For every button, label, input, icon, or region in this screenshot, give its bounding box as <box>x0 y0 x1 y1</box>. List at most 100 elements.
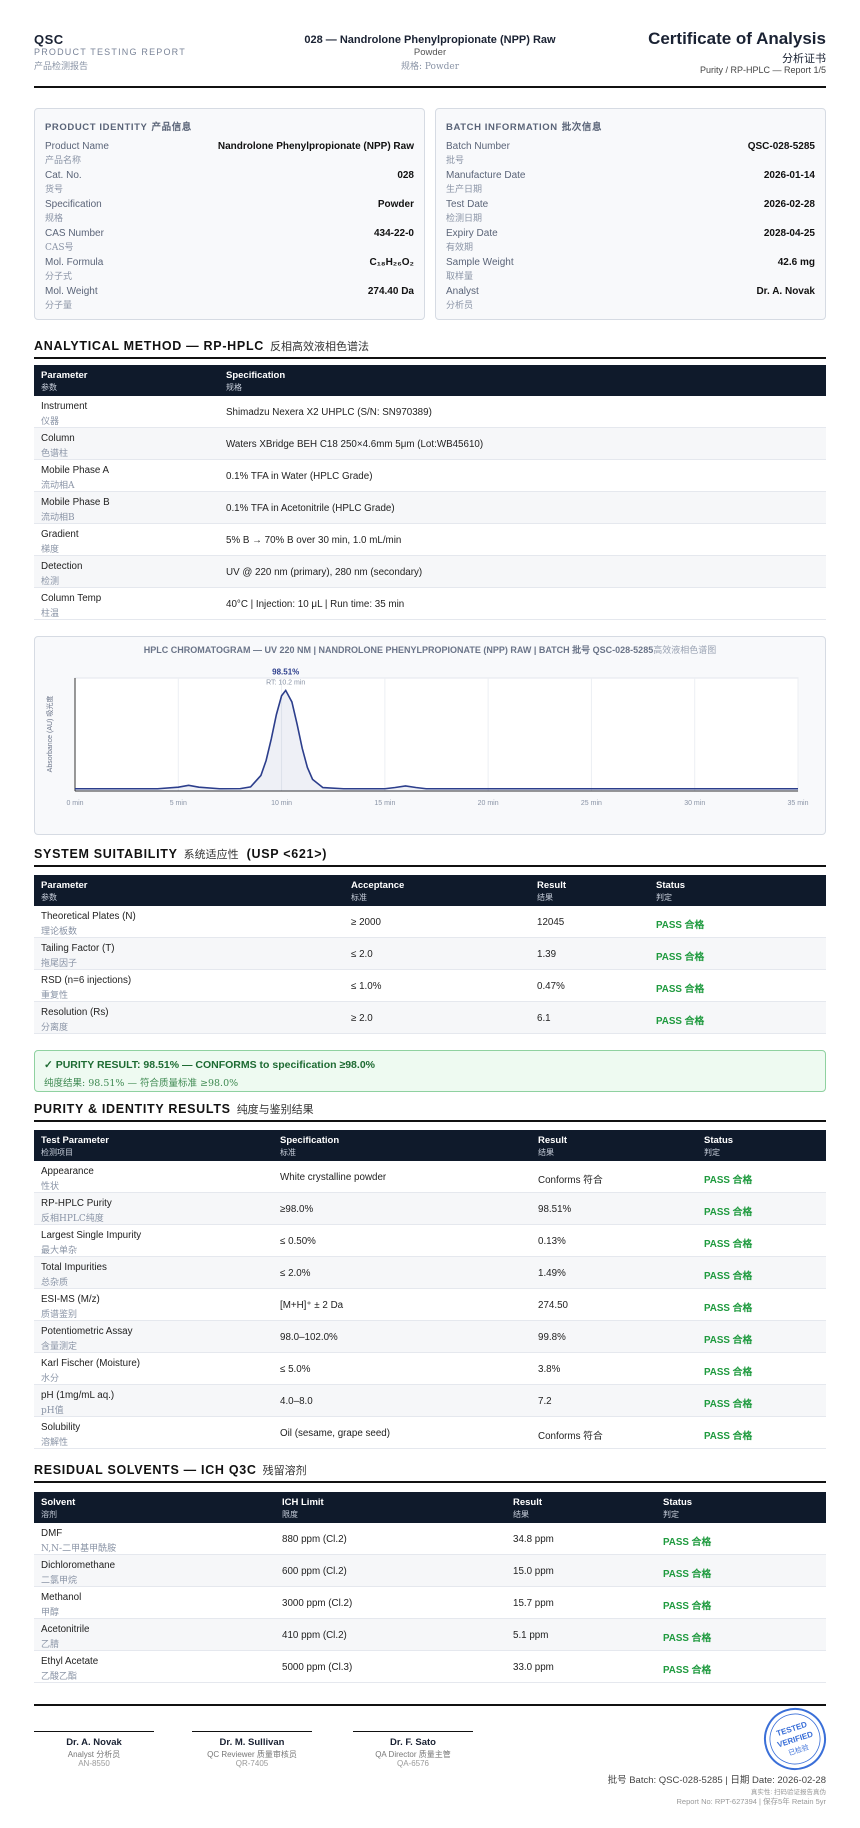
cell: Oil (sesame, grape seed) <box>280 1428 390 1439</box>
cell: 34.8 ppm <box>513 1534 554 1545</box>
footer-note: 真实性: 扫码验证报告真伪 <box>750 1789 826 1796</box>
cell: UV @ 220 nm (primary), 280 nm (secondary… <box>226 567 423 578</box>
table-row: Theoretical Plates (N) 理论板数 ≥ 2000 12045 PAS… <box>34 906 826 938</box>
cell: 6.1 <box>537 1013 551 1024</box>
row-label: Ethyl Acetate <box>41 1656 99 1667</box>
field-label-cn: 生产日期 <box>446 185 483 195</box>
table-row: RP-HPLC Purity 反相HPLC纯度 ≥98.0% 98.51% PASS 合… <box>34 1193 826 1225</box>
table-row: Column Temp 柱温 40°C | Injection: 10 μL | R… <box>34 588 826 620</box>
field-label: Cat. No. <box>45 170 82 181</box>
stamp: TESTED VERIFIED 已检验 <box>764 1708 826 1770</box>
cell: ≤ 2.0 <box>351 949 373 960</box>
field-label-cn: 取样量 <box>446 272 474 282</box>
signatory-role: QC Reviewer 质量审核员 <box>207 1750 297 1759</box>
column-header: ICH Limit <box>282 1497 324 1508</box>
row-label: Potentiometric Assay <box>41 1326 133 1337</box>
status: PASS 合格 <box>704 1399 753 1410</box>
status: PASS 合格 <box>656 1016 705 1027</box>
cell: Waters XBridge BEH C18 250×4.6mm 5μm (Lo… <box>226 439 484 450</box>
table-row: Total Impurities 总杂质 ≤ 2.0% 1.49% PASS 合格 <box>34 1257 826 1289</box>
footer-rule <box>34 1704 826 1706</box>
field-label-cn: CAS号 <box>45 243 74 253</box>
report-type: PRODUCT TESTING REPORT <box>34 47 186 57</box>
column-header-cn: 参数 <box>41 383 57 392</box>
cell: ≤ 0.50% <box>280 1236 316 1247</box>
plot-area <box>74 677 799 792</box>
field-label: Specification <box>45 199 102 210</box>
row-label: Detection <box>41 561 83 572</box>
table-row: Potentiometric Assay 含量测定 98.0–102.0% 99.8%… <box>34 1321 826 1353</box>
field-label-cn: 分子量 <box>45 301 73 311</box>
table-row: Gradient 梯度 5% B → 70% B over 30 min, 1.0 … <box>34 524 826 556</box>
section-title-cn: 反相高效液相色谱法 <box>270 340 370 353</box>
signatory-role: QA Director 质量主管 <box>375 1750 451 1759</box>
table-row: Mobile Phase A 流动相A 0.1% TFA in Water (HPL… <box>34 460 826 492</box>
cell: Shimadzu Nexera X2 UHPLC (S/N: SN970389) <box>226 407 432 418</box>
field-label: Expiry Date <box>446 228 498 239</box>
card-title-cn: 产品信息 <box>151 122 192 133</box>
field-value: 2026-02-28 <box>763 199 815 210</box>
table-row: Instrument 仪器 Shimadzu Nexera X2 UHPLC (S/… <box>34 396 826 428</box>
cell: 5% B → 70% B over 30 min, 1.0 mL/min <box>226 535 402 546</box>
section-note: (USP <621>) <box>246 847 328 861</box>
field-label-cn: 货号 <box>45 185 64 195</box>
cell: ≤ 1.0% <box>351 981 382 992</box>
card-title-cn: 批次信息 <box>561 122 603 133</box>
report-ref: Purity / RP-HPLC — Report 1/5 <box>699 65 826 75</box>
cell: Conforms 符合 <box>538 1175 603 1186</box>
column-header: Specification <box>226 370 286 381</box>
field-value: Powder <box>377 199 414 210</box>
row-label: Resolution (Rs) <box>41 1007 109 1018</box>
status: PASS 合格 <box>704 1303 753 1314</box>
column-header: Result <box>513 1497 543 1508</box>
table-row: Acetonitrile 乙腈 410 ppm (Cl.2) 5.1 ppm PASS … <box>34 1619 826 1651</box>
row-label: RSD (n=6 injections) <box>41 975 132 986</box>
row-label: Acetonitrile <box>41 1624 90 1635</box>
row-label: Largest Single Impurity <box>41 1230 142 1241</box>
product-form-cn: 规格: Powder <box>400 62 460 72</box>
signature-line <box>353 1731 473 1732</box>
row-label: ESI-MS (M/z) <box>41 1294 100 1305</box>
table-header: Solvent 溶剂 ICH Limit 限度 Result 结果 Status 判定 <box>34 1492 826 1523</box>
stamp-ring-inner <box>769 1713 821 1765</box>
row-label-cn: 甲醇 <box>41 1608 60 1618</box>
stamp-ring <box>764 1708 826 1770</box>
section-title: PURITY & IDENTITY RESULTS <box>34 1102 231 1116</box>
card-title-en: BATCH INFORMATION <box>446 122 558 133</box>
section-title-cn: 系统适应性 <box>183 848 239 861</box>
table-row: Solubility 溶解性 Oil (sesame, grape seed) Con… <box>34 1417 826 1449</box>
cell: 40°C | Injection: 10 μL | Run time: 35 m… <box>226 599 405 610</box>
row-label: Column <box>41 433 75 444</box>
header-rule <box>34 86 826 88</box>
signature-line <box>34 1731 154 1732</box>
x-tick-label: 5 min <box>170 800 187 807</box>
cell: 880 ppm (Cl.2) <box>282 1534 347 1545</box>
x-tick-label: 15 min <box>374 800 395 807</box>
table-row: ESI-MS (M/z) 质谱鉴别 [M+H]⁺ ± 2 Da 274.50 PASS … <box>34 1289 826 1321</box>
cell: 0.1% TFA in Acetonitrile (HPLC Grade) <box>226 503 395 514</box>
card-title: BATCH INFORMATION 批次信息 <box>446 119 602 133</box>
section-heading: SYSTEM SUITABILITY 系统适应性 (USP <621>) <box>34 845 826 867</box>
status: PASS 合格 <box>663 1537 712 1548</box>
signatory-name: Dr. M. Sullivan <box>219 1737 285 1748</box>
signatory-id: AN-8550 <box>78 1759 110 1768</box>
table-row: Appearance 性状 White crystalline powder Conf… <box>34 1161 826 1193</box>
row-label-cn: 检测 <box>41 577 60 587</box>
cell: ≤ 5.0% <box>280 1364 311 1375</box>
row-label: pH (1mg/mL aq.) <box>41 1390 115 1401</box>
signatory-name: Dr. A. Novak <box>66 1737 122 1748</box>
row-label: Solubility <box>41 1422 81 1433</box>
chromatogram: HPLC CHROMATOGRAM — UV 220 NM | NANDROLO… <box>45 644 809 807</box>
status: PASS 合格 <box>663 1665 712 1676</box>
status: PASS 合格 <box>704 1207 753 1218</box>
field-label-cn: 分析员 <box>446 301 474 311</box>
column-header: Status <box>663 1497 693 1508</box>
card-title: PRODUCT IDENTITY 产品信息 <box>45 119 192 133</box>
table-row: Dichloromethane 二氯甲烷 600 ppm (Cl.2) 15.0 pp… <box>34 1555 826 1587</box>
x-tick-label: 10 min <box>271 800 292 807</box>
doc-title: Certificate of Analysis <box>648 29 826 48</box>
cell: 12045 <box>537 917 565 928</box>
x-tick-label: 35 min <box>787 800 808 807</box>
row-label: Instrument <box>41 401 88 412</box>
product-form: Powder <box>413 47 447 58</box>
